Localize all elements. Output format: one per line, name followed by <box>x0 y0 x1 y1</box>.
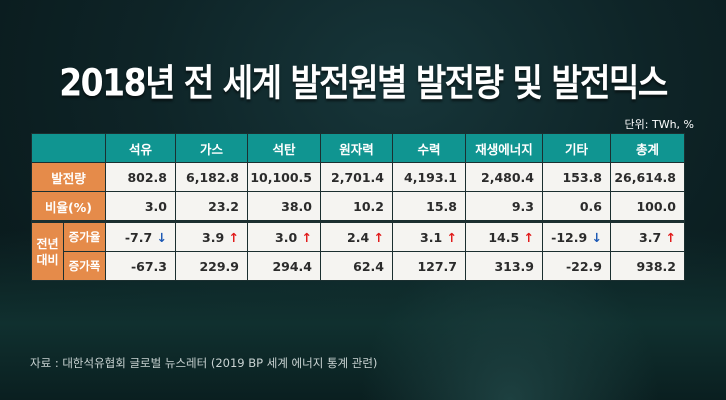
value: 2.4 <box>347 229 370 245</box>
arrow-up-icon: ↑ <box>665 229 676 245</box>
value: 3.9 <box>202 229 225 245</box>
page-title: 2018년 전 세계 발전원별 발전량 및 발전믹스 <box>59 60 668 105</box>
column-header: 총계 <box>610 133 685 163</box>
unit-label: 단위: TWh, % <box>624 118 694 131</box>
cell: 62.4 <box>320 251 393 281</box>
cell: 3.9 ↑ <box>175 220 248 252</box>
arrow-up-icon: ↑ <box>523 229 534 245</box>
arrow-up-icon: ↑ <box>446 229 457 245</box>
cell: 4,193.1 <box>392 162 466 192</box>
cell: 2.4 ↑ <box>320 220 393 252</box>
cell: 2,480.4 <box>465 162 543 192</box>
column-header: 수력 <box>392 133 466 163</box>
cell: -7.7 ↓ <box>105 220 176 252</box>
arrow-down-icon: ↓ <box>591 229 602 245</box>
column-header: 기타 <box>542 133 611 163</box>
arrow-down-icon: ↓ <box>156 229 167 245</box>
cell: -22.9 <box>542 251 611 281</box>
column-header: 가스 <box>175 133 248 163</box>
cell: 294.4 <box>247 251 321 281</box>
column-header: 원자력 <box>320 133 393 163</box>
cell: 14.5 ↑ <box>465 220 543 252</box>
row-label: 발전량 <box>31 162 106 192</box>
cell: -12.9 ↓ <box>542 220 611 252</box>
cell: 38.0 <box>247 191 321 222</box>
arrow-up-icon: ↑ <box>301 229 312 245</box>
value: 3.0 <box>275 229 298 245</box>
table-row-growth-rate: 전년 대비 증가율 -7.7 ↓ 3.9 ↑ 3.0 ↑ 2.4 ↑ 3.1 ↑… <box>31 220 685 281</box>
cell: 229.9 <box>175 251 248 281</box>
cell: 10.2 <box>320 191 393 222</box>
header-row: 석유 가스 석탄 원자력 수력 재생에너지 기타 총계 <box>31 133 685 163</box>
yoy-label-1: 전년 <box>36 236 59 251</box>
row-label: 증가율 <box>63 220 106 252</box>
yoy-group-label: 전년 대비 <box>31 220 64 281</box>
column-header: 재생에너지 <box>465 133 543 163</box>
column-header: 석유 <box>105 133 176 163</box>
source-note: 자료 : 대한석유협회 글로벌 뉴스레터 (2019 BP 세계 에너지 통계 … <box>30 356 378 370</box>
arrow-up-icon: ↑ <box>228 229 239 245</box>
value: 3.1 <box>420 229 443 245</box>
cell: 802.8 <box>105 162 176 192</box>
cell: 10,100.5 <box>247 162 321 192</box>
cell: 6,182.8 <box>175 162 248 192</box>
cell: -67.3 <box>105 251 176 281</box>
cell: 3.7 ↑ <box>610 220 685 252</box>
generation-table: 석유 가스 석탄 원자력 수력 재생에너지 기타 총계 발전량 802.8 6,… <box>31 133 685 281</box>
cell: 26,614.8 <box>610 162 685 192</box>
column-header: 석탄 <box>247 133 321 163</box>
value: -12.9 <box>551 229 588 245</box>
cell: 15.8 <box>392 191 466 222</box>
cell: 313.9 <box>465 251 543 281</box>
value: 14.5 <box>488 229 520 245</box>
row-label: 비율(%) <box>31 191 106 222</box>
cell: 3.1 ↑ <box>392 220 466 252</box>
cell: 100.0 <box>610 191 685 222</box>
yoy-label-2: 대비 <box>36 252 59 267</box>
arrow-up-icon: ↑ <box>373 229 384 245</box>
cell: 0.6 <box>542 191 611 222</box>
value: 3.7 <box>639 229 662 245</box>
cell: 2,701.4 <box>320 162 393 192</box>
cell: 127.7 <box>392 251 466 281</box>
table-row-share: 비율(%) 3.0 23.2 38.0 10.2 15.8 9.3 0.6 10… <box>31 191 685 222</box>
cell: 938.2 <box>610 251 685 281</box>
corner-cell <box>31 133 106 163</box>
table-row-growth-amount: 증가폭 -67.3 229.9 294.4 62.4 127.7 313.9 -… <box>32 251 685 281</box>
value: -7.7 <box>124 229 153 245</box>
cell: 9.3 <box>465 191 543 222</box>
cell: 153.8 <box>542 162 611 192</box>
cell: 23.2 <box>175 191 248 222</box>
table-row-generation: 발전량 802.8 6,182.8 10,100.5 2,701.4 4,193… <box>31 162 685 192</box>
cell: 3.0 ↑ <box>247 220 321 252</box>
row-label: 증가폭 <box>63 251 106 281</box>
cell: 3.0 <box>105 191 176 222</box>
